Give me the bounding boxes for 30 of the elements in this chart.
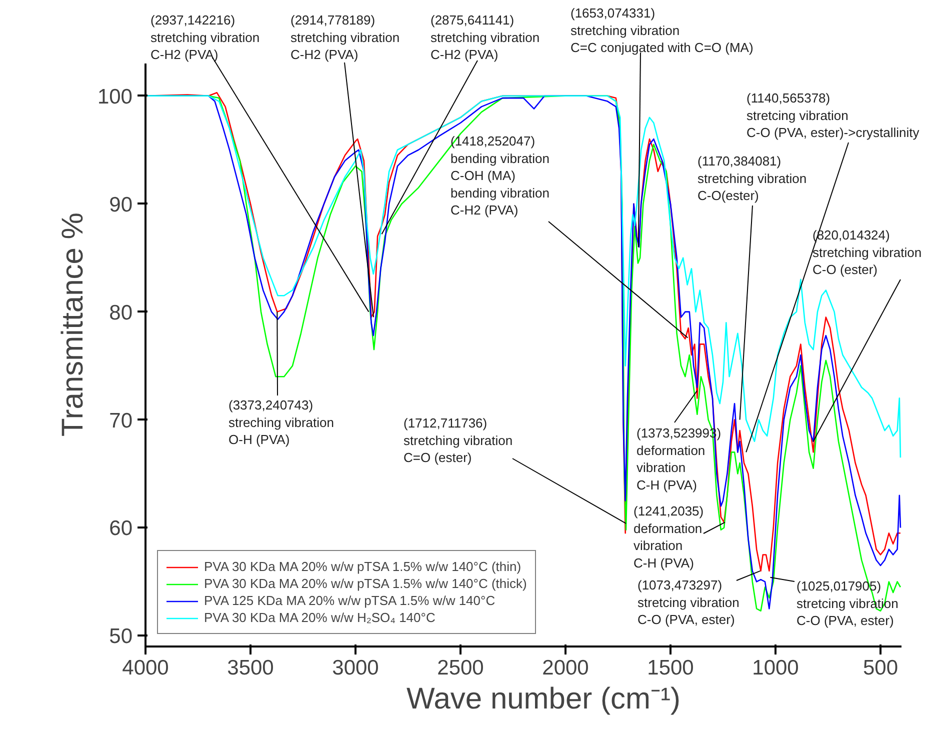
annotation: (2914,778189) stretching vibration C-H2 (PVA): [290, 12, 400, 62]
annotation: (1073,473297) stretcing vibration C-O (PVA, ester): [638, 578, 740, 627]
annotation: (1241,2035) deformation vibration C-H (PVA): [634, 504, 704, 570]
x-tick-label: 3500: [227, 656, 274, 680]
x-tick-label: 2000: [542, 656, 589, 680]
x-tick-label: 2500: [437, 656, 484, 680]
y-axis-title: Transmittance %: [56, 212, 90, 436]
x-tick-label: 3000: [332, 656, 379, 680]
x-tick-label: 1000: [752, 656, 799, 680]
y-tick-label: 60: [109, 517, 132, 540]
annotation: (2875,641141) stretching vibration C-H2 (PVA): [430, 12, 540, 62]
legend-label: PVA 30 KDa MA 20% w/w H₂SO₄ 140°C: [204, 610, 436, 625]
x-tick-label: 1500: [647, 656, 694, 680]
legend-label: PVA 125 KDa MA 20% w/w pTSA 1.5% w/w 140°C: [204, 593, 496, 608]
legend-label: PVA 30 KDa MA 20% w/w pTSA 1.5% w/w 140°C (thick): [204, 576, 527, 591]
y-tick-label: 80: [109, 301, 132, 324]
y-tick-label: 100: [97, 85, 133, 108]
annotation: (1653,074331) stretching vibration C=C conjugated with C=O (MA): [570, 6, 754, 55]
legend-label: PVA 30 KDa MA 20% w/w pTSA 1.5% w/w 140°C (thin): [204, 559, 522, 574]
y-tick-label: 70: [109, 409, 132, 432]
annotation: (3373,240743) streching vibration O-H (PVA): [228, 398, 334, 447]
x-tick-label: 500: [862, 656, 898, 680]
annotation: (1140,565378) stretcing vibration C-O (PVA, ester)->crystallinity: [746, 90, 920, 140]
y-tick-label: 50: [109, 625, 132, 648]
x-axis-title: Wave number (cm⁻¹): [406, 682, 680, 716]
x-tick-label: 4000: [122, 656, 169, 680]
annotation: (2937,142216) stretching vibration C-H2 (PVA): [150, 12, 260, 62]
annotation: (1712,711736) stretching vibration C=O (ester): [404, 416, 513, 465]
annotation: (1170,384081) stretching vibration C-O(ester): [698, 154, 807, 203]
y-tick-label: 90: [109, 193, 132, 216]
